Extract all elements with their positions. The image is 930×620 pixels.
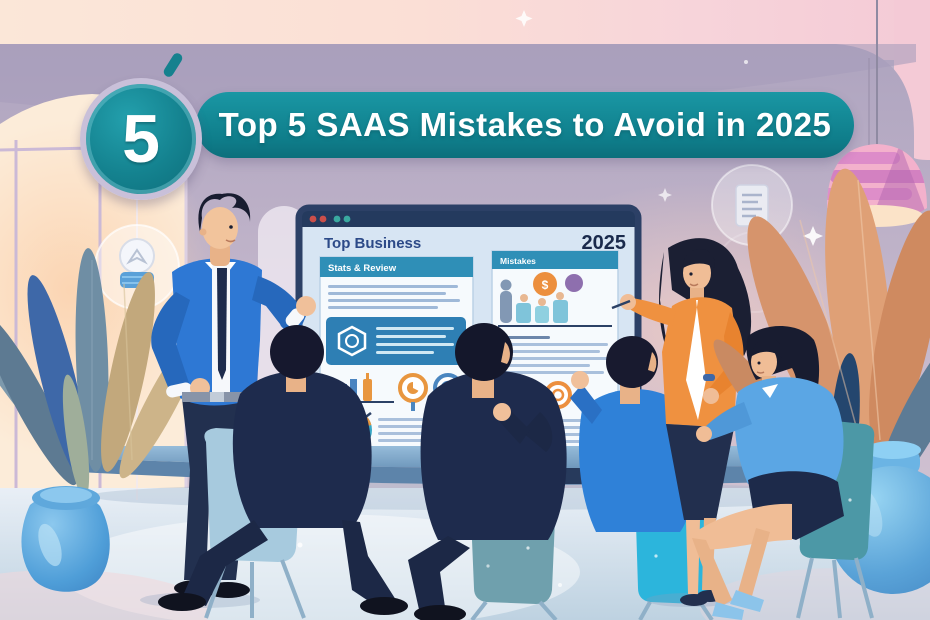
leg <box>342 520 396 606</box>
heel-shoe <box>712 602 744 620</box>
hexagon-badge-icon <box>337 325 367 357</box>
calf <box>692 538 732 608</box>
seated-man-center <box>408 323 567 620</box>
screen-header-year: 2025 <box>582 232 627 254</box>
feature-callout-box <box>326 317 466 365</box>
purple-circle <box>565 274 583 292</box>
calf <box>738 528 770 596</box>
title-banner: Top 5 SAAS Mistakes to Avoid in 2025 <box>196 92 854 158</box>
blouse <box>734 377 844 484</box>
vase-left <box>21 486 110 592</box>
dollar-circle-orange <box>533 272 557 296</box>
face <box>751 346 777 378</box>
hand <box>493 403 511 421</box>
text-lines <box>328 285 460 309</box>
hand <box>571 371 589 389</box>
seated-woman-right <box>690 325 844 620</box>
tie <box>217 268 227 380</box>
document-icon <box>735 184 769 227</box>
head-back <box>606 336 658 388</box>
browser-dots <box>309 215 351 223</box>
hand <box>696 426 712 442</box>
skirt <box>666 424 734 520</box>
leg <box>182 520 268 606</box>
sparkle-star-icon <box>803 226 823 246</box>
sparkle-star-icon <box>658 188 672 202</box>
seated-man-left <box>158 325 408 615</box>
screen-header-title: Top Business <box>324 235 421 252</box>
dollar-sign: $ <box>542 278 549 292</box>
pointing-arm <box>628 298 676 326</box>
magnifier-badge-orange <box>398 373 428 411</box>
pointer-pen <box>611 299 631 310</box>
people-figures-chart: $ <box>498 272 612 327</box>
raised-arm <box>570 384 602 424</box>
document-bubble <box>711 164 793 246</box>
left-panel-title: Stats & Review <box>328 263 397 274</box>
banner-title: Top 5 SAAS Mistakes to Avoid in 2025 <box>218 106 832 143</box>
right-panel-title: Mistakes <box>500 256 536 266</box>
badge-number: 5 <box>122 101 160 177</box>
heel-shoe <box>730 590 764 612</box>
presenter-woman <box>611 238 752 607</box>
number-badge: 5 <box>80 78 202 200</box>
head-back <box>270 325 324 379</box>
face <box>202 207 238 249</box>
right-hand <box>296 296 316 316</box>
leg <box>408 536 470 614</box>
hair <box>198 193 251 232</box>
sparkle-star-icon <box>515 10 533 27</box>
browser-titlebar <box>302 211 635 227</box>
head-back <box>455 323 513 381</box>
left-arm <box>151 292 190 394</box>
arm-on-table <box>704 402 752 440</box>
